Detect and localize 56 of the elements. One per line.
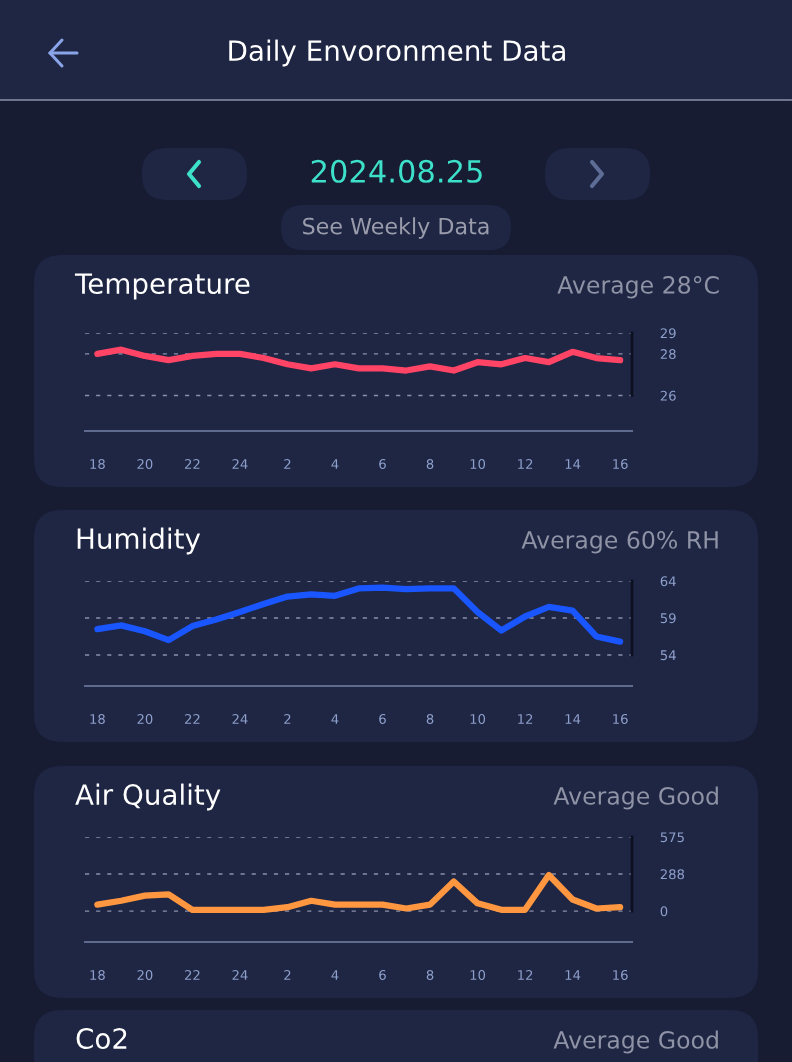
x-tick-label: 24 bbox=[232, 714, 248, 724]
x-tick-label: 24 bbox=[232, 970, 248, 980]
x-tick-label: 24 bbox=[232, 459, 248, 469]
x-tick-label: 12 bbox=[518, 970, 533, 980]
y-tick-label: 54 bbox=[660, 650, 676, 661]
x-tick-label: 20 bbox=[137, 970, 153, 980]
x-tick-label: 4 bbox=[331, 459, 339, 469]
text: Average Good bbox=[553, 1030, 718, 1054]
y-tick-label: 288 bbox=[660, 869, 685, 880]
text: Average Good bbox=[553, 786, 718, 810]
y-tick-label: 64 bbox=[660, 576, 676, 587]
y-tick-label: 26 bbox=[660, 390, 676, 401]
chart-title: Temperature bbox=[74, 273, 250, 300]
x-tick-label: 12 bbox=[518, 459, 533, 469]
x-tick-label: 2 bbox=[284, 714, 291, 724]
x-tick-label: 2 bbox=[284, 459, 291, 469]
x-tick-label: 14 bbox=[565, 714, 581, 724]
text: Average 28°C bbox=[557, 275, 719, 299]
x-tick-label: 14 bbox=[565, 970, 581, 980]
x-tick-label: 8 bbox=[426, 714, 434, 724]
text: Average 60% RH bbox=[521, 530, 718, 554]
x-tick-label: 10 bbox=[470, 459, 486, 469]
x-tick-label: 20 bbox=[137, 459, 153, 469]
text: Co2 bbox=[76, 1028, 127, 1050]
chart-title: Humidity bbox=[77, 527, 201, 555]
chart-title: Air Quality bbox=[75, 783, 221, 811]
x-tick-label: 18 bbox=[90, 459, 105, 469]
x-tick-label: 16 bbox=[613, 970, 628, 980]
text: Daily Envoronment Data bbox=[229, 39, 565, 67]
x-tick-label: 14 bbox=[565, 459, 581, 469]
y-tick-label: 575 bbox=[660, 832, 684, 843]
x-tick-label: 22 bbox=[184, 714, 200, 724]
x-tick-label: 16 bbox=[613, 714, 628, 724]
x-tick-label: 8 bbox=[426, 970, 434, 980]
x-tick-label: 4 bbox=[331, 714, 339, 724]
x-tick-label: 10 bbox=[470, 970, 486, 980]
x-tick-label: 12 bbox=[518, 714, 533, 724]
x-tick-label: 22 bbox=[184, 459, 200, 469]
x-tick-label: 2 bbox=[284, 970, 291, 980]
x-tick-label: 20 bbox=[137, 714, 153, 724]
x-tick-label: 16 bbox=[613, 459, 628, 469]
x-tick-label: 18 bbox=[90, 970, 105, 980]
y-tick-label: 0 bbox=[660, 906, 668, 917]
x-tick-label: 6 bbox=[379, 714, 386, 724]
y-tick-label: 29 bbox=[660, 328, 676, 339]
x-tick-label: 6 bbox=[379, 970, 386, 980]
x-tick-label: 10 bbox=[470, 714, 486, 724]
x-tick-label: 8 bbox=[426, 459, 434, 469]
text: 2024.08.25 bbox=[311, 159, 482, 183]
x-tick-label: 6 bbox=[379, 459, 386, 469]
x-tick-label: 4 bbox=[331, 970, 339, 980]
y-tick-label: 28 bbox=[660, 349, 676, 360]
y-tick-label: 59 bbox=[660, 613, 676, 624]
x-tick-label: 22 bbox=[184, 970, 200, 980]
text: See Weekly Data bbox=[303, 217, 489, 239]
x-tick-label: 18 bbox=[90, 714, 105, 724]
